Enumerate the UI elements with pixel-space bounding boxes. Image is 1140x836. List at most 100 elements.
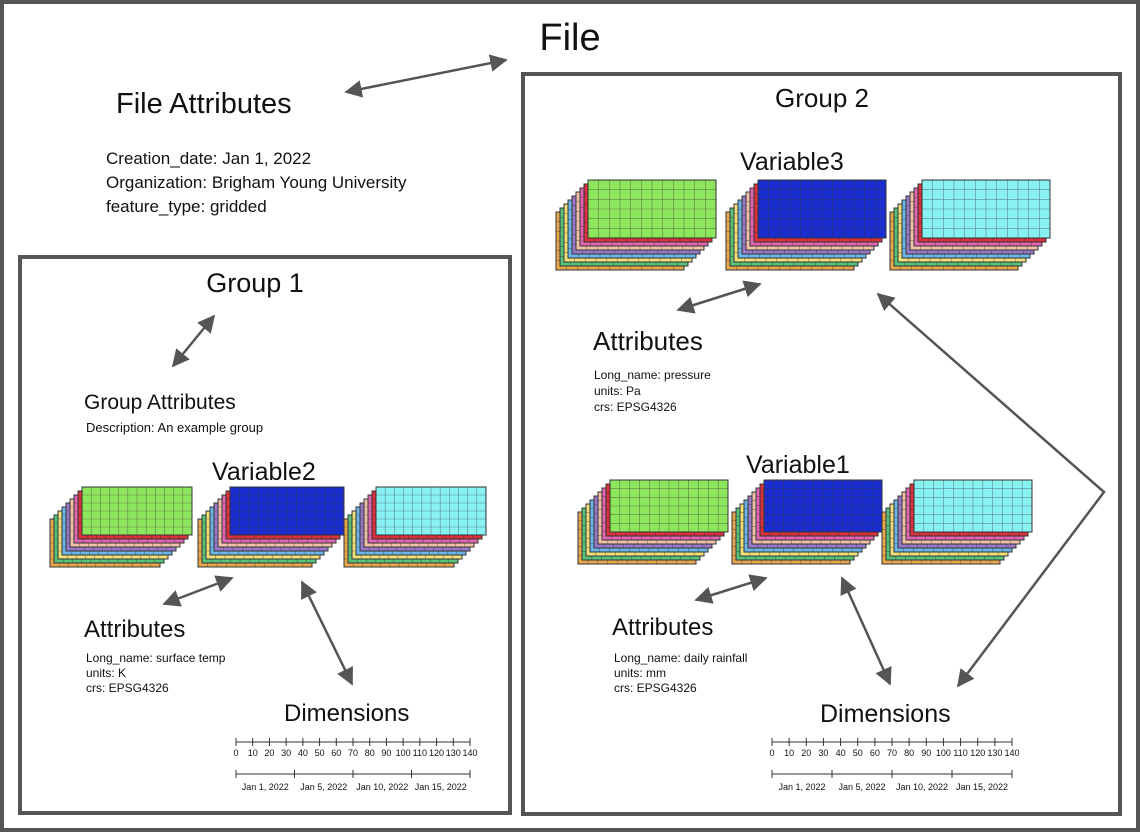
group1-box <box>18 255 512 815</box>
axis-date-label: Jan 1, 2022 <box>242 782 289 792</box>
variable3-attr-line: Long_name: pressure <box>594 368 711 382</box>
variable3-stack-green <box>555 179 717 271</box>
variable1-attr-line: crs: EPSG4326 <box>614 681 697 695</box>
arrow-variable2-dimensions <box>300 580 354 686</box>
variable3-stack-cyan <box>889 179 1051 271</box>
group2-title: Group 2 <box>775 83 869 113</box>
axis-tick-label: 100 <box>936 748 951 758</box>
variable3-attr-line: crs: EPSG4326 <box>594 400 677 414</box>
axis-tick-label: 130 <box>987 748 1002 758</box>
axis-date-label: Jan 15, 2022 <box>956 782 1008 792</box>
arrow-variable2-attributes <box>162 575 234 607</box>
axis-tick-label: 0 <box>769 748 774 758</box>
variable3-attr-line: units: Pa <box>594 384 641 398</box>
file-attr-line: feature_type: gridded <box>106 197 267 216</box>
axis-tick-label: 130 <box>446 748 461 758</box>
axis-tick-label: 30 <box>281 748 291 758</box>
group1-attributes-title: Group Attributes <box>84 391 236 414</box>
variable2-stack-green <box>49 486 193 568</box>
grid-top-layer <box>913 479 1033 533</box>
grid-top-layer <box>757 179 887 239</box>
axis-tick-label: 50 <box>853 748 863 758</box>
group1-attr-line: Description: An example group <box>86 420 263 435</box>
grid-top-layer <box>587 179 717 239</box>
variable1-stack-blue <box>731 479 883 565</box>
group1-title: Group 1 <box>206 268 304 298</box>
variable2-attr-line: units: K <box>86 666 126 680</box>
variable-grid-stacks <box>49 179 1051 568</box>
arrow-file-attributes <box>344 54 508 98</box>
file-attributes-title: File Attributes <box>116 88 292 120</box>
axis-tick-label: 70 <box>887 748 897 758</box>
grid-top-layer <box>229 486 345 536</box>
variable1-stack-green <box>577 479 729 565</box>
axis-tick-label: 10 <box>784 748 794 758</box>
arrow-variable3-attributes <box>676 280 762 314</box>
variable1-attributes-title: Attributes <box>612 614 713 641</box>
group1-dimensions-title: Dimensions <box>284 700 409 727</box>
variable2-attributes-title: Attributes <box>84 616 185 643</box>
axis-tick-label: 110 <box>953 748 967 758</box>
axis-tick-label: 50 <box>315 748 325 758</box>
file-title: File <box>539 17 600 59</box>
axis-date-label: Jan 1, 2022 <box>778 782 825 792</box>
file-attr-line: Creation_date: Jan 1, 2022 <box>106 149 311 168</box>
file-attr-line: Organization: Brigham Young University <box>106 173 407 192</box>
group2-box <box>521 72 1122 816</box>
group1-date-axis: Jan 1, 2022 Jan 5, 2022 Jan 10, 2022 Jan 15… <box>235 770 471 792</box>
variable2-attr-line: crs: EPSG4326 <box>86 681 169 695</box>
arrow-group1-attributes <box>171 314 216 368</box>
group2-numeric-axis: 0 10 20 30 40 50 60 70 80 90 100 110 120 130 140 <box>769 738 1020 758</box>
axis-tick-label: 120 <box>970 748 985 758</box>
axis-tick-label: 70 <box>348 748 358 758</box>
grid-top-layer <box>921 179 1051 239</box>
axis-date-label: Jan 15, 2022 <box>415 782 467 792</box>
grid-top-layer <box>763 479 883 533</box>
axis-tick-label: 60 <box>331 748 341 758</box>
variable3-attributes-title: Attributes <box>593 326 703 356</box>
group2-dimensions-title: Dimensions <box>820 700 951 728</box>
axis-tick-label: 120 <box>429 748 444 758</box>
axis-tick-label: 100 <box>396 748 411 758</box>
axis-tick-label: 140 <box>462 748 477 758</box>
grid-top-layer <box>609 479 729 533</box>
axis-tick-label: 140 <box>1004 748 1019 758</box>
axis-tick-label: 20 <box>801 748 811 758</box>
axis-tick-label: 90 <box>381 748 391 758</box>
arrow-variable3-dimensions <box>876 292 1106 688</box>
axis-tick-label: 0 <box>233 748 238 758</box>
axis-tick-label: 20 <box>264 748 274 758</box>
arrow-variable1-dimensions <box>840 576 892 686</box>
variable2-stack-blue <box>197 486 345 568</box>
axis-tick-label: 40 <box>298 748 308 758</box>
arrow-variable1-attributes <box>694 574 768 604</box>
variable2-attr-line: Long_name: surface temp <box>86 651 226 665</box>
grid-top-layer <box>375 486 487 536</box>
axis-tick-label: 40 <box>836 748 846 758</box>
axis-date-label: Jan 5, 2022 <box>838 782 885 792</box>
axis-tick-label: 90 <box>921 748 931 758</box>
axis-tick-label: 110 <box>413 748 427 758</box>
variable1-title: Variable1 <box>746 451 850 479</box>
grid-top-layer <box>81 486 193 536</box>
variable1-attr-line: Long_name: daily rainfall <box>614 651 747 665</box>
group2-date-axis: Jan 1, 2022 Jan 5, 2022 Jan 10, 2022 Jan 15… <box>771 770 1013 792</box>
variable2-title: Variable2 <box>212 458 316 486</box>
variable1-stack-cyan <box>881 479 1033 565</box>
axis-date-label: Jan 10, 2022 <box>896 782 948 792</box>
axis-tick-label: 10 <box>248 748 258 758</box>
variable2-stack-cyan <box>343 486 487 568</box>
axis-tick-label: 30 <box>818 748 828 758</box>
axis-date-label: Jan 5, 2022 <box>300 782 347 792</box>
axis-tick-label: 80 <box>365 748 375 758</box>
variable3-title: Variable3 <box>740 148 844 176</box>
axis-tick-label: 60 <box>870 748 880 758</box>
axis-date-label: Jan 10, 2022 <box>356 782 408 792</box>
variable1-attr-line: units: mm <box>614 666 666 680</box>
group1-numeric-axis: 0 10 20 30 40 50 60 70 80 90 100 110 120 130 140 <box>233 738 478 758</box>
axis-tick-label: 80 <box>904 748 914 758</box>
